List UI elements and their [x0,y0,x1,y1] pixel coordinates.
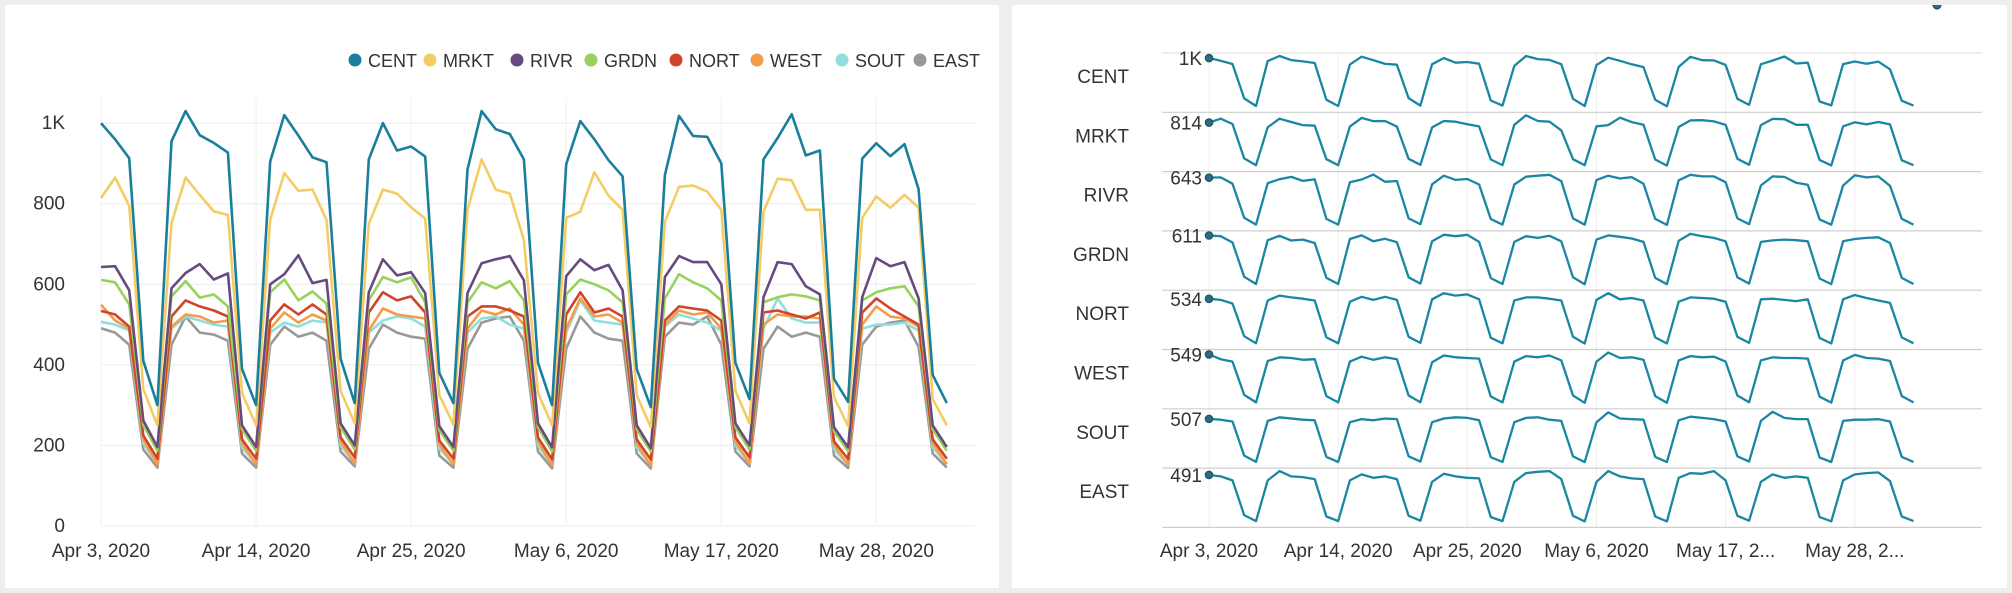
sparkline-cent [1208,54,1914,108]
sparkline-start-dot [1204,294,1214,304]
last-value-label: 187 [1947,5,1979,10]
legend-swatch-cent [348,53,362,67]
last-value-label: 167 [1947,5,1979,10]
sparkline-east [1208,469,1914,523]
legend-label-grdn: GRDN [604,51,657,71]
legend-label-sout: SOUT [855,51,905,71]
sparkline-start-dot [1204,53,1214,63]
first-value-label: 507 [1170,410,1202,431]
x-tick-label: Apr 25, 2020 [357,541,466,562]
first-value-label: 491 [1170,466,1202,487]
series-line-rivr [100,254,948,450]
x-tick-label: May 28, 2020 [819,541,934,562]
sparkline-rivr [1208,173,1915,227]
y-tick-label: 1K [42,113,66,134]
last-value-label: 154 [1947,5,1979,10]
y-tick-label: 800 [33,194,65,215]
y-tick-label: 600 [33,274,65,295]
sparkline-end-dot [1932,5,1942,10]
row-label-sout: SOUT [1076,423,1129,444]
row-label-west: WEST [1074,364,1129,385]
line-chart-panel: 0 200 400 600 800 1K Apr 3, 2020 Apr 14, 2020 Ap… [5,5,999,588]
sparkline-start-dot [1204,173,1214,182]
first-value-label: 814 [1170,114,1202,135]
row-label-grdn: GRDN [1073,245,1129,266]
row-label-east: EAST [1079,482,1129,503]
sparkline-chart: Apr 3, 2020 Apr 14, 2020 Apr 25, 2020 May 6… [1073,5,1982,562]
legend-swatch-rivr [510,53,524,67]
x-tick-label: May 17, 2020 [664,541,779,562]
series-line-grdn [100,272,948,453]
legend-swatch-mrkt [423,53,437,67]
y-tick-label: 0 [54,516,65,537]
last-value-label: 153 [1947,5,1979,10]
first-value-label: 1K [1179,49,1203,70]
line-chart: 0 200 400 600 800 1K Apr 3, 2020 Apr 14, 2020 Ap… [33,51,980,562]
series-line-cent [100,109,948,409]
sparkline-start-dot [1204,118,1214,127]
legend-swatch-grdn [584,53,598,67]
row-label-rivr: RIVR [1084,186,1129,207]
x-tick-label: May 6, 2020 [514,541,619,562]
x-tick-label: Apr 14, 2020 [1284,541,1393,562]
row-label-nort: NORT [1076,304,1130,325]
last-value-label: 145 [1947,5,1979,10]
row-label-mrkt: MRKT [1075,126,1129,147]
sparkline-start-dot [1204,470,1214,480]
legend-label-rivr: RIVR [530,51,573,71]
series-line-mrkt [99,158,948,429]
sparkline-start-dot [1204,350,1214,359]
legend-label-mrkt: MRKT [443,51,494,71]
series-line-east [100,315,948,470]
x-tick-label: May 6, 2020 [1544,541,1649,562]
sparkline-mrkt [1208,114,1914,167]
first-value-label: 611 [1172,227,1202,248]
x-tick-label: Apr 3, 2020 [52,541,150,562]
legend-label-east: EAST [933,51,980,71]
first-value-label: 534 [1170,290,1202,311]
row-label-cent: CENT [1077,67,1129,88]
last-value-label: 250 [1947,5,1979,10]
sparkline-start-dot [1204,231,1214,240]
series-line-nort [100,290,948,461]
sparkline-sout [1208,410,1914,464]
legend-swatch-west [750,53,764,67]
legend-swatch-east [913,53,927,67]
first-value-label: 643 [1170,169,1202,190]
x-tick-label: May 17, 2... [1676,541,1775,562]
sparkline-west [1208,351,1915,404]
legend-swatch-nort [669,53,683,67]
x-tick-label: May 28, 2... [1805,541,1904,562]
sparkline-panel: Apr 3, 2020 Apr 14, 2020 Apr 25, 2020 May 6… [1012,5,2007,588]
sparkline-nort [1208,292,1915,345]
x-tick-label: Apr 14, 2020 [202,541,311,562]
first-value-label: 549 [1170,345,1202,366]
legend-label-nort: NORT [689,51,740,71]
y-tick-label: 200 [33,435,65,456]
sparkline-start-dot [1204,414,1214,424]
x-tick-label: Apr 3, 2020 [1160,541,1258,562]
legend-label-west: WEST [770,51,822,71]
legend-swatch-sout [835,53,849,67]
sparkline-grdn [1208,232,1915,286]
last-value-label: 305 [1947,5,1979,10]
legend-label-cent: CENT [368,51,417,71]
y-tick-label: 400 [33,355,65,376]
last-value-label: 196 [1947,5,1979,10]
x-tick-label: Apr 25, 2020 [1413,541,1522,562]
